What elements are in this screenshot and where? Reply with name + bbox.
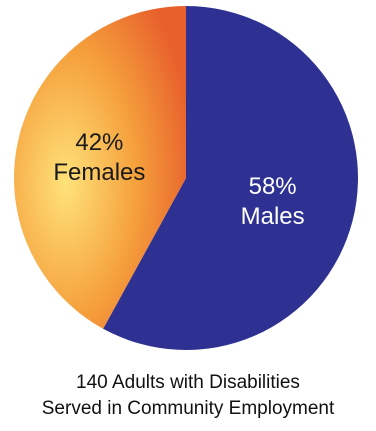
slice-category-label-females: Females	[53, 159, 145, 186]
slice-category-label-males: Males	[241, 203, 305, 230]
pie-slice-females	[13, 6, 186, 329]
chart-caption-line-1: 140 Adults with Disabilities	[76, 372, 300, 393]
pie-chart: 58% Males 42% Females	[13, 6, 358, 350]
pie-slice-males	[103, 6, 358, 350]
chart-caption-line-2: Served in Community Employment	[41, 398, 335, 419]
slice-percent-label-females: 42%	[75, 129, 123, 156]
slice-percent-label-males: 58%	[249, 173, 297, 200]
